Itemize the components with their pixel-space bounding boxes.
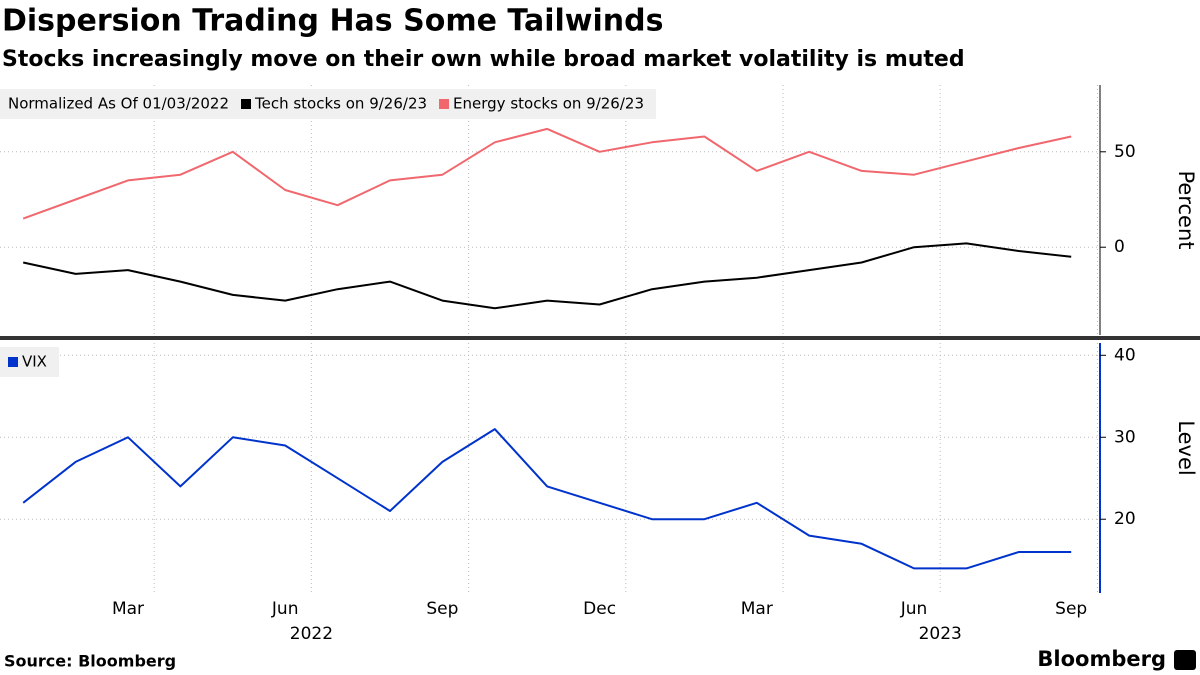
series-line: [22, 242, 1072, 310]
y-tick-label: 0: [1114, 237, 1125, 257]
y-axis-label: Percent: [1174, 170, 1198, 249]
x-tick-label: Jun: [271, 599, 299, 619]
x-year-label: 2022: [290, 624, 333, 644]
legend-label: Tech stocks on 9/26/23: [254, 95, 427, 113]
x-tick-label: Mar: [741, 599, 773, 619]
y-tick-label: 20: [1114, 509, 1136, 529]
x-year-label: 2023: [919, 624, 962, 644]
subtitle: Stocks increasingly move on their own wh…: [2, 47, 965, 72]
y-tick-label: 50: [1114, 142, 1136, 162]
x-tick-label: Mar: [112, 599, 144, 619]
x-tick-label: Dec: [583, 599, 616, 619]
legend-label: Energy stocks on 9/26/23: [453, 95, 644, 113]
legend-swatch: [8, 357, 18, 367]
series-line: [22, 428, 1072, 570]
y-tick-label: 30: [1114, 427, 1136, 447]
legend-title: Normalized As Of 01/03/2022: [8, 95, 229, 113]
source: Source: Bloomberg: [4, 652, 176, 671]
brand: Bloomberg: [1037, 647, 1166, 671]
series-line: [22, 127, 1072, 220]
x-tick-label: Sep: [1055, 599, 1087, 619]
brand-icon: [1174, 650, 1196, 670]
legend-label: VIX: [22, 353, 47, 371]
legend: Normalized As Of 01/03/2022 Tech stocks o…: [0, 89, 656, 119]
y-axis-label: Level: [1174, 420, 1198, 475]
legend-bg: [0, 89, 656, 119]
y-tick-label: 40: [1114, 345, 1136, 365]
x-tick-label: Jun: [900, 599, 928, 619]
x-tick-label: Sep: [426, 599, 458, 619]
title: Dispersion Trading Has Some Tailwinds: [2, 4, 663, 39]
legend-swatch: [241, 99, 251, 109]
panel-separator: [0, 336, 1200, 340]
legend-swatch: [439, 99, 450, 109]
legend: VIX: [0, 347, 59, 377]
